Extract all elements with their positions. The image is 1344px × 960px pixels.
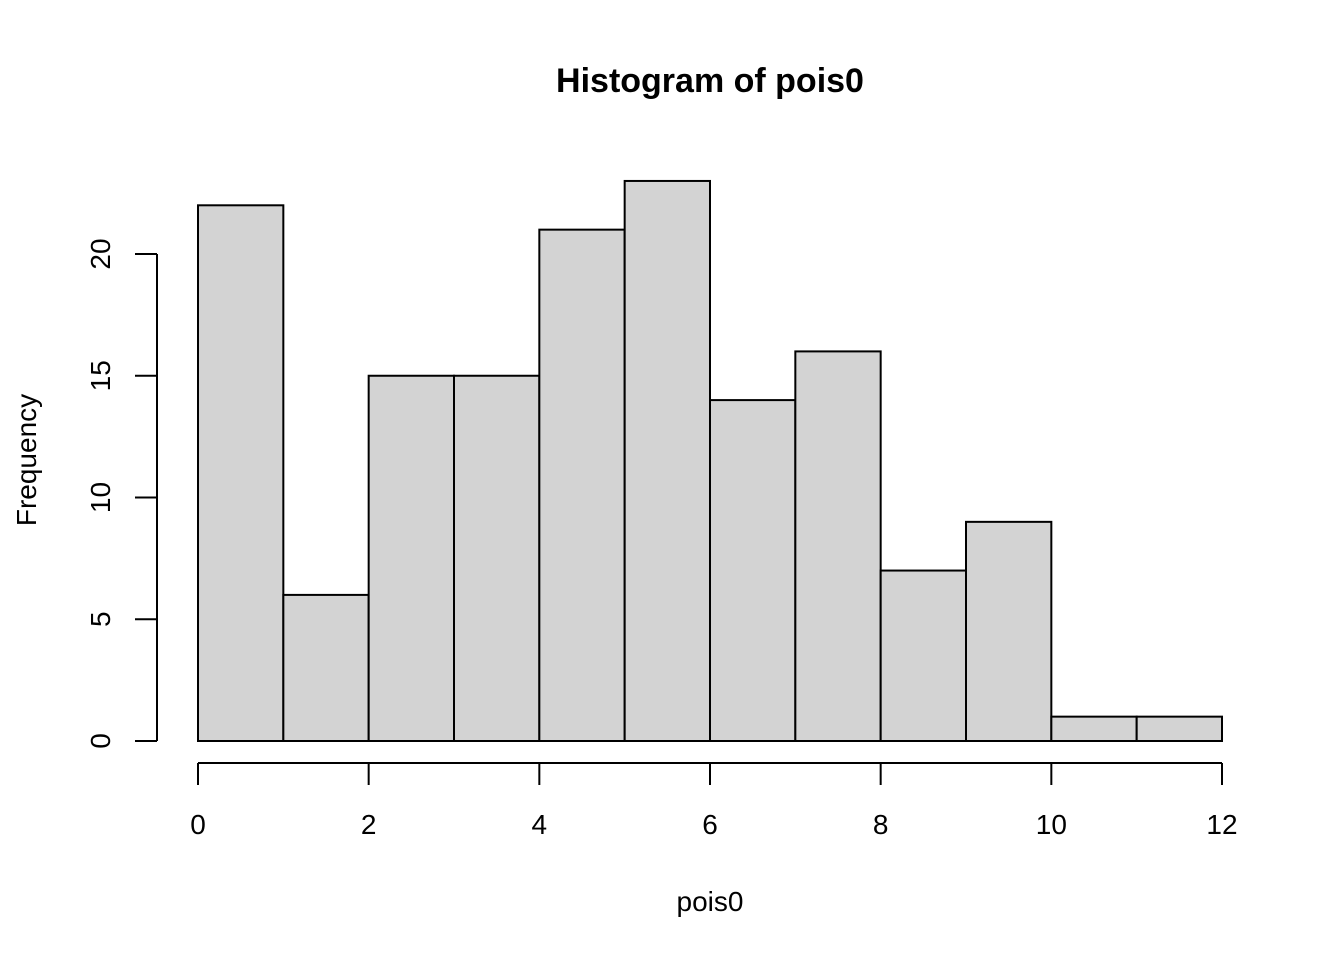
x-axis-label: pois0	[677, 886, 744, 917]
histogram-bar-6	[709, 399, 797, 742]
histogram-bar-8	[879, 569, 968, 742]
bars-group	[197, 179, 1223, 743]
histogram-bar-9	[965, 520, 1053, 742]
y-tick-label-15: 15	[85, 360, 116, 391]
histogram-bar-2	[367, 374, 455, 742]
histogram-bar-11	[1135, 715, 1223, 743]
y-axis-label: Frequency	[11, 394, 42, 526]
histogram-bar-1	[282, 593, 370, 743]
y-tick-label-20: 20	[85, 238, 116, 269]
histogram-bar-5	[623, 179, 712, 742]
y-tick-label-5: 5	[85, 611, 116, 627]
x-axis: 0 2 4 6 8 10 12	[190, 762, 1238, 840]
y-tick-label-10: 10	[85, 482, 116, 513]
histogram-bar-7	[794, 350, 882, 742]
histogram-bar-4	[538, 228, 626, 742]
histogram-bar-3	[453, 374, 541, 742]
x-tick-label-12: 12	[1206, 809, 1237, 840]
y-tick-label-0: 0	[85, 733, 116, 749]
x-tick-label-4: 4	[532, 809, 548, 840]
chart-title: Histogram of pois0	[556, 62, 864, 100]
x-tick-label-2: 2	[361, 809, 377, 840]
histogram-bar-10	[1050, 715, 1138, 743]
y-axis: 0 5 10 15 20	[85, 238, 158, 749]
x-tick-label-6: 6	[702, 809, 718, 840]
x-tick-label-10: 10	[1036, 809, 1067, 840]
x-tick-label-0: 0	[190, 809, 206, 840]
x-tick-label-8: 8	[873, 809, 889, 840]
histogram-bar-0	[197, 204, 285, 743]
